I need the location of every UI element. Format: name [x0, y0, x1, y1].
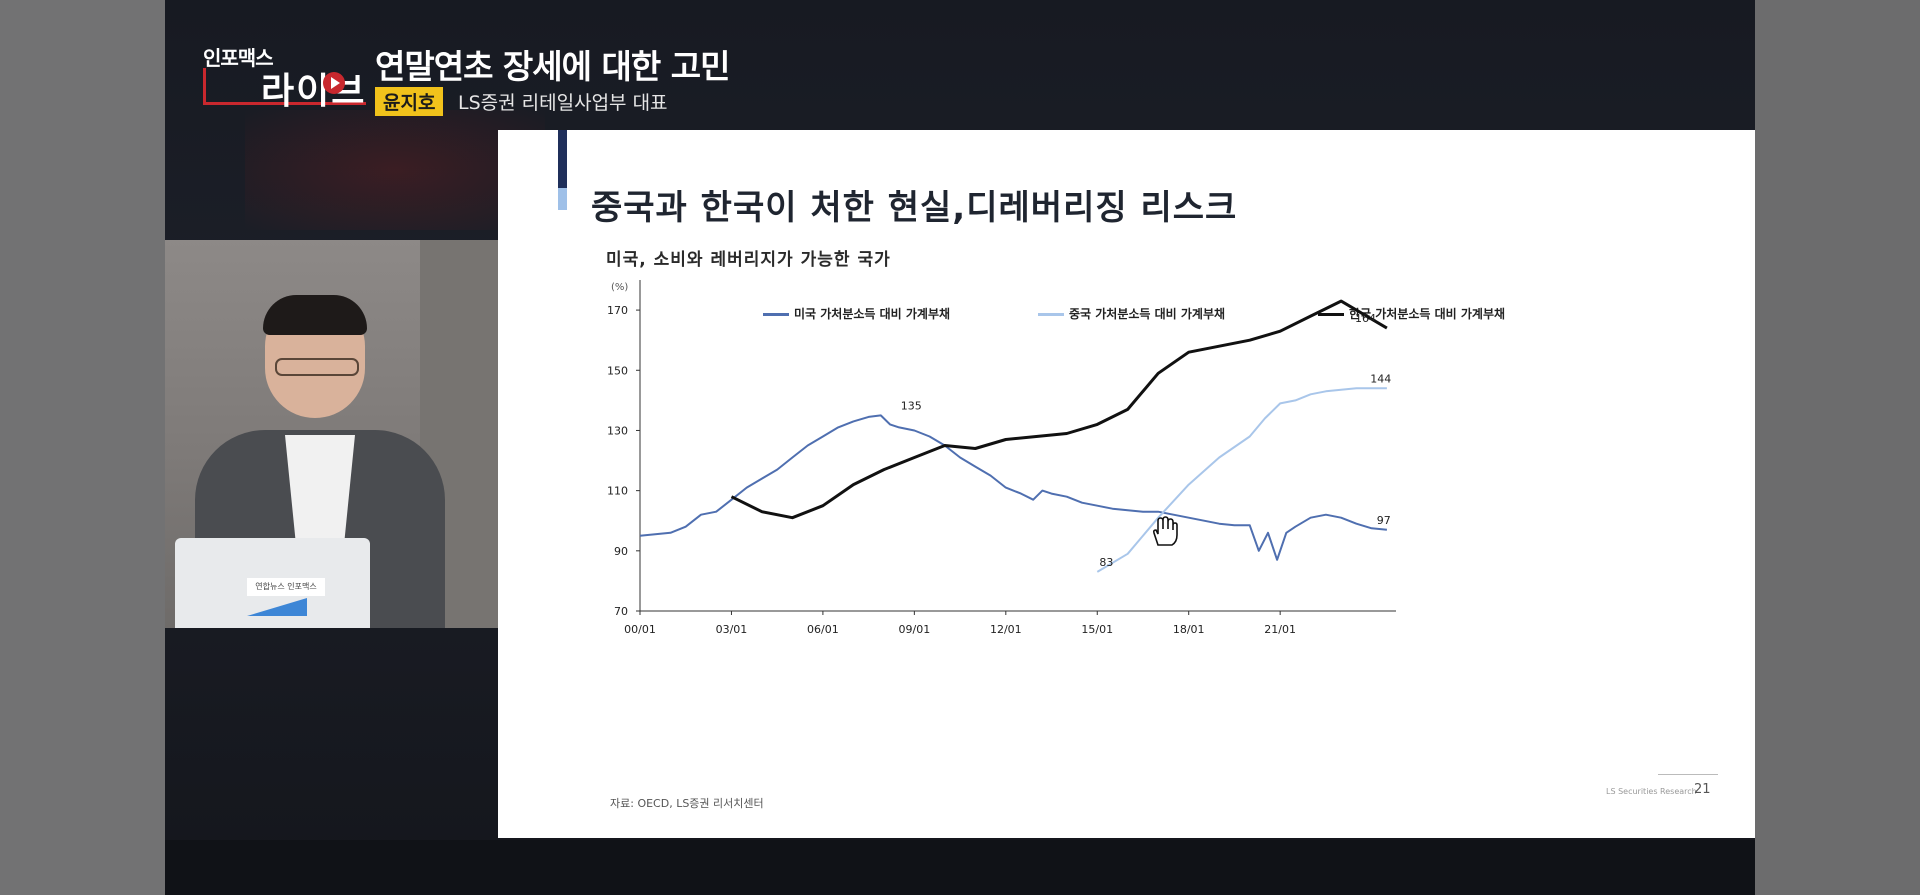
data-label: 83 — [1099, 556, 1113, 569]
data-label: 97 — [1377, 514, 1391, 527]
laptop-sticker-text: 연합뉴스 인포맥스 — [247, 578, 325, 596]
x-tick-label: 06/01 — [807, 623, 839, 636]
x-tick-label: 03/01 — [716, 623, 748, 636]
legend-swatch-korea — [1318, 313, 1344, 316]
y-axis-unit: (%) — [611, 282, 629, 293]
left-pillarbox — [0, 0, 165, 895]
y-tick-label: 170 — [607, 304, 628, 317]
x-tick-label: 12/01 — [990, 623, 1022, 636]
laptop-sticker-shape — [247, 598, 307, 616]
slide-accent-bar-light — [558, 188, 567, 210]
legend-label-china: 중국 가처분소득 대비 가계부채 — [1069, 307, 1226, 321]
y-tick-label: 110 — [607, 485, 628, 498]
legend-swatch-china — [1038, 313, 1064, 316]
laptop: 연합뉴스 인포맥스 — [175, 538, 370, 628]
speaker-name-badge: 윤지호 — [375, 87, 444, 116]
page-divider — [1658, 774, 1718, 775]
broadcast-headline: 연말연초 장세에 대한 고민 — [375, 47, 730, 86]
laptop-sticker: 연합뉴스 인포맥스 — [247, 578, 325, 618]
korea-debt-line — [730, 299, 1388, 520]
y-tick-label: 70 — [614, 605, 628, 618]
x-tick-label: 00/01 — [624, 623, 656, 636]
chart-heading: 미국, 소비와 레버리지가 가능한 국가 — [606, 250, 891, 270]
presentation-slide: 중국과 한국이 처한 현실,디레버리징 리스크 미국, 소비와 레버리지가 가능… — [498, 130, 1755, 838]
x-tick-label: 09/01 — [899, 623, 931, 636]
data-label: 135 — [901, 399, 922, 412]
legend-label-korea: 한국 가처분소득 대비 가계부채 — [1349, 307, 1506, 321]
us-debt-line — [639, 414, 1387, 561]
china-debt-line — [1096, 387, 1387, 573]
logo-frame — [203, 68, 366, 105]
x-tick-label: 18/01 — [1173, 623, 1205, 636]
legend-label-us: 미국 가처분소득 대비 가계부채 — [794, 307, 951, 321]
bottom-band — [165, 840, 1755, 895]
right-pillarbox — [1755, 0, 1920, 895]
logo-main-text: 라이브 — [261, 71, 367, 112]
legend-swatch-us — [763, 313, 789, 316]
company-footer: LS Securities Research — [1606, 787, 1697, 796]
x-tick-label: 21/01 — [1264, 623, 1296, 636]
data-label: 144 — [1370, 372, 1391, 385]
channel-logo: 인포맥스 라이브 — [203, 42, 373, 112]
broadcast-stage: 인포맥스 라이브 연말연초 장세에 대한 고민 윤지호 LS증권 리테일사업부 … — [165, 0, 1755, 895]
legend-item-china: 중국 가처분소득 대비 가계부채 — [1038, 305, 1225, 322]
speaker-role: LS증권 리테일사업부 대표 — [458, 92, 668, 114]
line-chart: 70 90 110 130 150 170 00/01 03/01 06/01 09/01 12/0… — [607, 280, 1396, 636]
legend-item-us: 미국 가처분소득 대비 가계부채 — [763, 305, 950, 322]
legend-item-korea: 한국 가처분소득 대비 가계부채 — [1318, 305, 1505, 322]
presenter-glasses — [275, 358, 359, 376]
webcam-feed: 연합뉴스 인포맥스 — [165, 240, 520, 628]
x-tick-label: 15/01 — [1081, 623, 1113, 636]
logo-top-text: 인포맥스 — [203, 46, 274, 70]
play-icon — [323, 72, 345, 94]
hand-cursor-icon — [1152, 516, 1178, 546]
y-tick-label: 90 — [614, 545, 628, 558]
chart-source: 자료: OECD, LS증권 리서치센터 — [610, 797, 764, 810]
page-number: 21 — [1694, 782, 1711, 797]
y-tick-label: 130 — [607, 424, 628, 437]
y-tick-label: 150 — [607, 364, 628, 377]
background-glow — [245, 110, 545, 230]
slide-accent-bar — [558, 130, 567, 188]
presenter-hair — [263, 295, 367, 335]
slide-title: 중국과 한국이 처한 현실,디레버리징 리스크 — [591, 188, 1238, 228]
data-label: 164 — [1355, 312, 1376, 325]
